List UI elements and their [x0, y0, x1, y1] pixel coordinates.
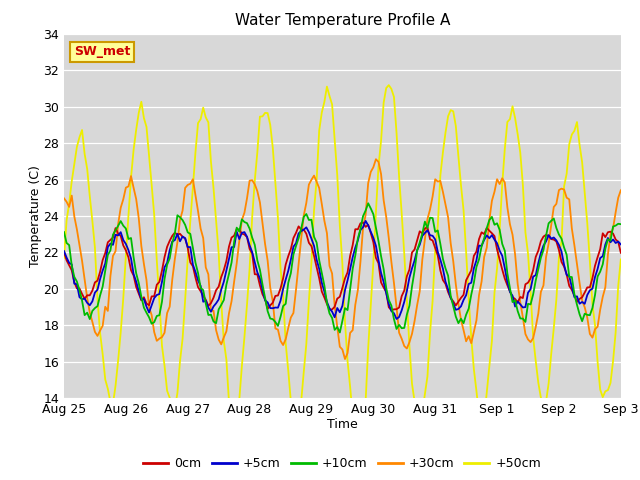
- +5cm: [393, 316, 401, 322]
- +30cm: [527, 339, 534, 345]
- Y-axis label: Temperature (C): Temperature (C): [29, 165, 42, 267]
- +30cm: [184, 182, 191, 188]
- +50cm: [218, 299, 225, 304]
- +10cm: [251, 242, 259, 248]
- Line: +10cm: +10cm: [64, 203, 621, 333]
- X-axis label: Time: Time: [327, 418, 358, 431]
- +30cm: [60, 195, 68, 201]
- Line: +5cm: +5cm: [64, 221, 621, 319]
- 0cm: [184, 245, 191, 251]
- +10cm: [228, 260, 236, 265]
- +10cm: [617, 221, 625, 227]
- +5cm: [184, 244, 191, 250]
- +5cm: [617, 241, 625, 247]
- +5cm: [60, 248, 68, 254]
- 0cm: [527, 276, 534, 281]
- +10cm: [184, 229, 191, 235]
- +10cm: [225, 271, 233, 277]
- +30cm: [225, 311, 233, 316]
- +50cm: [251, 178, 259, 184]
- +50cm: [184, 255, 191, 261]
- +10cm: [60, 229, 68, 235]
- +5cm: [218, 287, 225, 293]
- 0cm: [218, 274, 225, 280]
- Text: SW_met: SW_met: [74, 46, 131, 59]
- +50cm: [527, 288, 534, 294]
- 0cm: [251, 271, 259, 277]
- 0cm: [617, 250, 625, 256]
- +30cm: [251, 181, 259, 187]
- +30cm: [228, 299, 236, 304]
- +50cm: [385, 82, 392, 88]
- 0cm: [228, 235, 236, 240]
- +50cm: [228, 419, 236, 424]
- +50cm: [617, 257, 625, 263]
- Line: +30cm: +30cm: [64, 159, 621, 359]
- 0cm: [60, 249, 68, 255]
- +50cm: [354, 450, 362, 456]
- 0cm: [388, 307, 396, 313]
- +5cm: [251, 259, 259, 265]
- +10cm: [364, 200, 372, 206]
- +10cm: [527, 301, 534, 307]
- +50cm: [225, 399, 233, 405]
- Line: 0cm: 0cm: [64, 222, 621, 310]
- +30cm: [218, 341, 225, 347]
- +10cm: [218, 302, 225, 308]
- +5cm: [362, 218, 369, 224]
- +30cm: [341, 356, 349, 362]
- +10cm: [336, 330, 344, 336]
- +5cm: [225, 256, 233, 262]
- 0cm: [225, 244, 233, 250]
- Legend: 0cm, +5cm, +10cm, +30cm, +50cm: 0cm, +5cm, +10cm, +30cm, +50cm: [138, 452, 547, 475]
- +30cm: [617, 187, 625, 193]
- +50cm: [60, 255, 68, 261]
- 0cm: [359, 219, 367, 225]
- +5cm: [527, 286, 534, 292]
- Line: +50cm: +50cm: [64, 85, 621, 453]
- +5cm: [228, 244, 236, 250]
- Title: Water Temperature Profile A: Water Temperature Profile A: [235, 13, 450, 28]
- +30cm: [372, 156, 380, 162]
